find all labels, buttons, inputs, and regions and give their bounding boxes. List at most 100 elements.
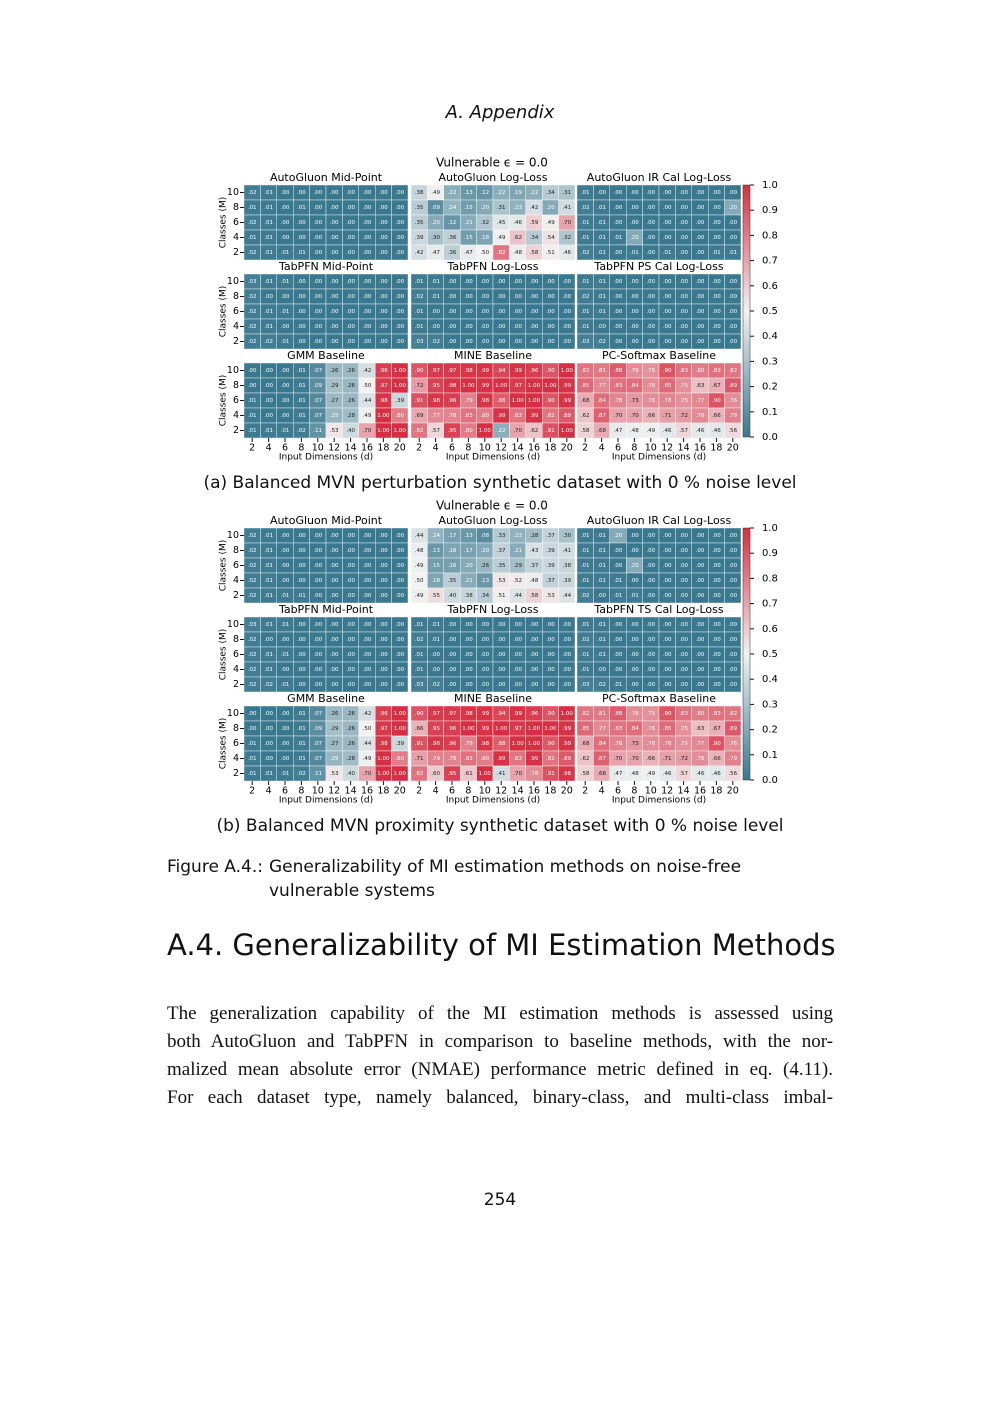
cell-label: .01 xyxy=(581,324,590,330)
cell-label: .94 xyxy=(497,368,506,374)
x-tick-label: 10 xyxy=(479,786,491,797)
y-axis-label: Classes (M) xyxy=(219,540,229,592)
cell-label: .00 xyxy=(363,324,372,330)
cell-label: .00 xyxy=(379,533,388,539)
cell-label: .13 xyxy=(480,578,489,584)
cell-label: .95 xyxy=(448,428,457,434)
cell-label: .00 xyxy=(395,533,404,539)
cell-label: .51 xyxy=(546,250,555,256)
x-tick-label: 4 xyxy=(266,786,272,797)
cell-label: .15 xyxy=(431,563,440,569)
cell-label: .48 xyxy=(630,771,639,777)
cell-label: .00 xyxy=(663,294,672,300)
cell-label: .00 xyxy=(546,279,555,285)
x-tick-label: 8 xyxy=(631,443,637,454)
cell-label: .58 xyxy=(581,428,590,434)
y-tick-label: 4 xyxy=(233,753,239,764)
y-tick-label: 6 xyxy=(233,649,239,660)
cell-label: .00 xyxy=(696,593,705,599)
cell-label: .00 xyxy=(297,667,306,673)
cell-label: .00 xyxy=(281,667,290,673)
cell-label: .62 xyxy=(581,413,590,419)
cell-label: .00 xyxy=(448,339,457,345)
cell-label: .00 xyxy=(313,279,322,285)
cell-label: .00 xyxy=(530,682,539,688)
cell-label: .35 xyxy=(448,578,457,584)
cell-label: .00 xyxy=(712,294,721,300)
cell-label: .00 xyxy=(696,339,705,345)
cell-label: .00 xyxy=(562,324,571,330)
cell-label: .84 xyxy=(630,383,639,389)
cell-label: .49 xyxy=(431,190,440,196)
cell-label: .00 xyxy=(264,368,273,374)
x-tick-label: 16 xyxy=(528,786,540,797)
y-axis-label: Classes (M) xyxy=(219,197,229,249)
cell-label: .00 xyxy=(313,190,322,196)
cell-label: .01 xyxy=(297,593,306,599)
cell-label: .01 xyxy=(248,741,257,747)
cell-label: .00 xyxy=(395,235,404,241)
cell-label: .00 xyxy=(395,667,404,673)
cell-label: .00 xyxy=(614,250,623,256)
cell-label: .90 xyxy=(712,398,721,404)
cell-label: .02 xyxy=(581,294,590,300)
cell-label: .00 xyxy=(646,250,655,256)
panel-title: TabPFN Log-Loss xyxy=(446,603,538,616)
panel-title: PC-Softmax Baseline xyxy=(602,349,716,362)
cell-label: .00 xyxy=(297,652,306,658)
cell-label: .07 xyxy=(313,368,322,374)
cell-label: .78 xyxy=(614,741,623,747)
cell-label: .81 xyxy=(597,711,606,717)
cell-label: .00 xyxy=(497,294,506,300)
colorbar-tick-label: 0.8 xyxy=(762,230,778,241)
cell-label: .00 xyxy=(728,682,737,688)
colorbar-tick-label: 0.8 xyxy=(762,573,778,584)
cell-label: .37 xyxy=(530,563,539,569)
cell-label: .29 xyxy=(513,563,522,569)
x-tick-label: 20 xyxy=(394,443,406,454)
cell-label: .89 xyxy=(728,726,737,732)
cell-label: .00 xyxy=(562,339,571,345)
cell-label: .00 xyxy=(546,622,555,628)
cell-label: .00 xyxy=(562,309,571,315)
cell-label: .96 xyxy=(379,711,388,717)
cell-label: .85 xyxy=(663,383,672,389)
cell-label: .00 xyxy=(597,324,606,330)
cell-label: .00 xyxy=(346,548,355,554)
cell-label: .00 xyxy=(696,235,705,241)
cell-label: 1.00 xyxy=(462,383,475,389)
cell-label: .00 xyxy=(630,652,639,658)
cell-label: .01 xyxy=(415,309,424,315)
cell-label: .89 xyxy=(728,383,737,389)
cell-label: 1.00 xyxy=(561,428,574,434)
cell-label: .68 xyxy=(597,428,606,434)
y-tick-label: 8 xyxy=(233,723,239,734)
cell-label: .99 xyxy=(480,383,489,389)
cell-label: .02 xyxy=(264,339,273,345)
cell-label: .90 xyxy=(415,368,424,374)
cell-label: .59 xyxy=(530,220,539,226)
panel-title: MINE Baseline xyxy=(454,349,532,362)
cell-label: .77 xyxy=(597,726,606,732)
cell-label: .00 xyxy=(313,235,322,241)
y-tick-label: 6 xyxy=(233,738,239,749)
cell-label: .70 xyxy=(562,220,571,226)
y-tick-label: 4 xyxy=(233,410,239,421)
cell-label: .00 xyxy=(712,235,721,241)
cell-label: .96 xyxy=(530,711,539,717)
cell-label: .00 xyxy=(663,637,672,643)
cell-label: .01 xyxy=(281,250,290,256)
cell-label: .89 xyxy=(562,756,571,762)
cell-label: .00 xyxy=(663,593,672,599)
cell-label: 1.00 xyxy=(377,756,390,762)
cell-label: .21 xyxy=(464,578,473,584)
cell-label: .71 xyxy=(663,756,672,762)
cell-label: .47 xyxy=(614,428,623,434)
cell-label: .00 xyxy=(379,667,388,673)
y-tick-label: 10 xyxy=(227,365,239,376)
cell-label: .02 xyxy=(248,533,257,539)
subfigure-caption: (b) Balanced MVN proximity synthetic dat… xyxy=(216,816,784,836)
cell-label: 1.00 xyxy=(528,398,541,404)
cell-label: .00 xyxy=(379,622,388,628)
cell-label: .00 xyxy=(630,205,639,211)
